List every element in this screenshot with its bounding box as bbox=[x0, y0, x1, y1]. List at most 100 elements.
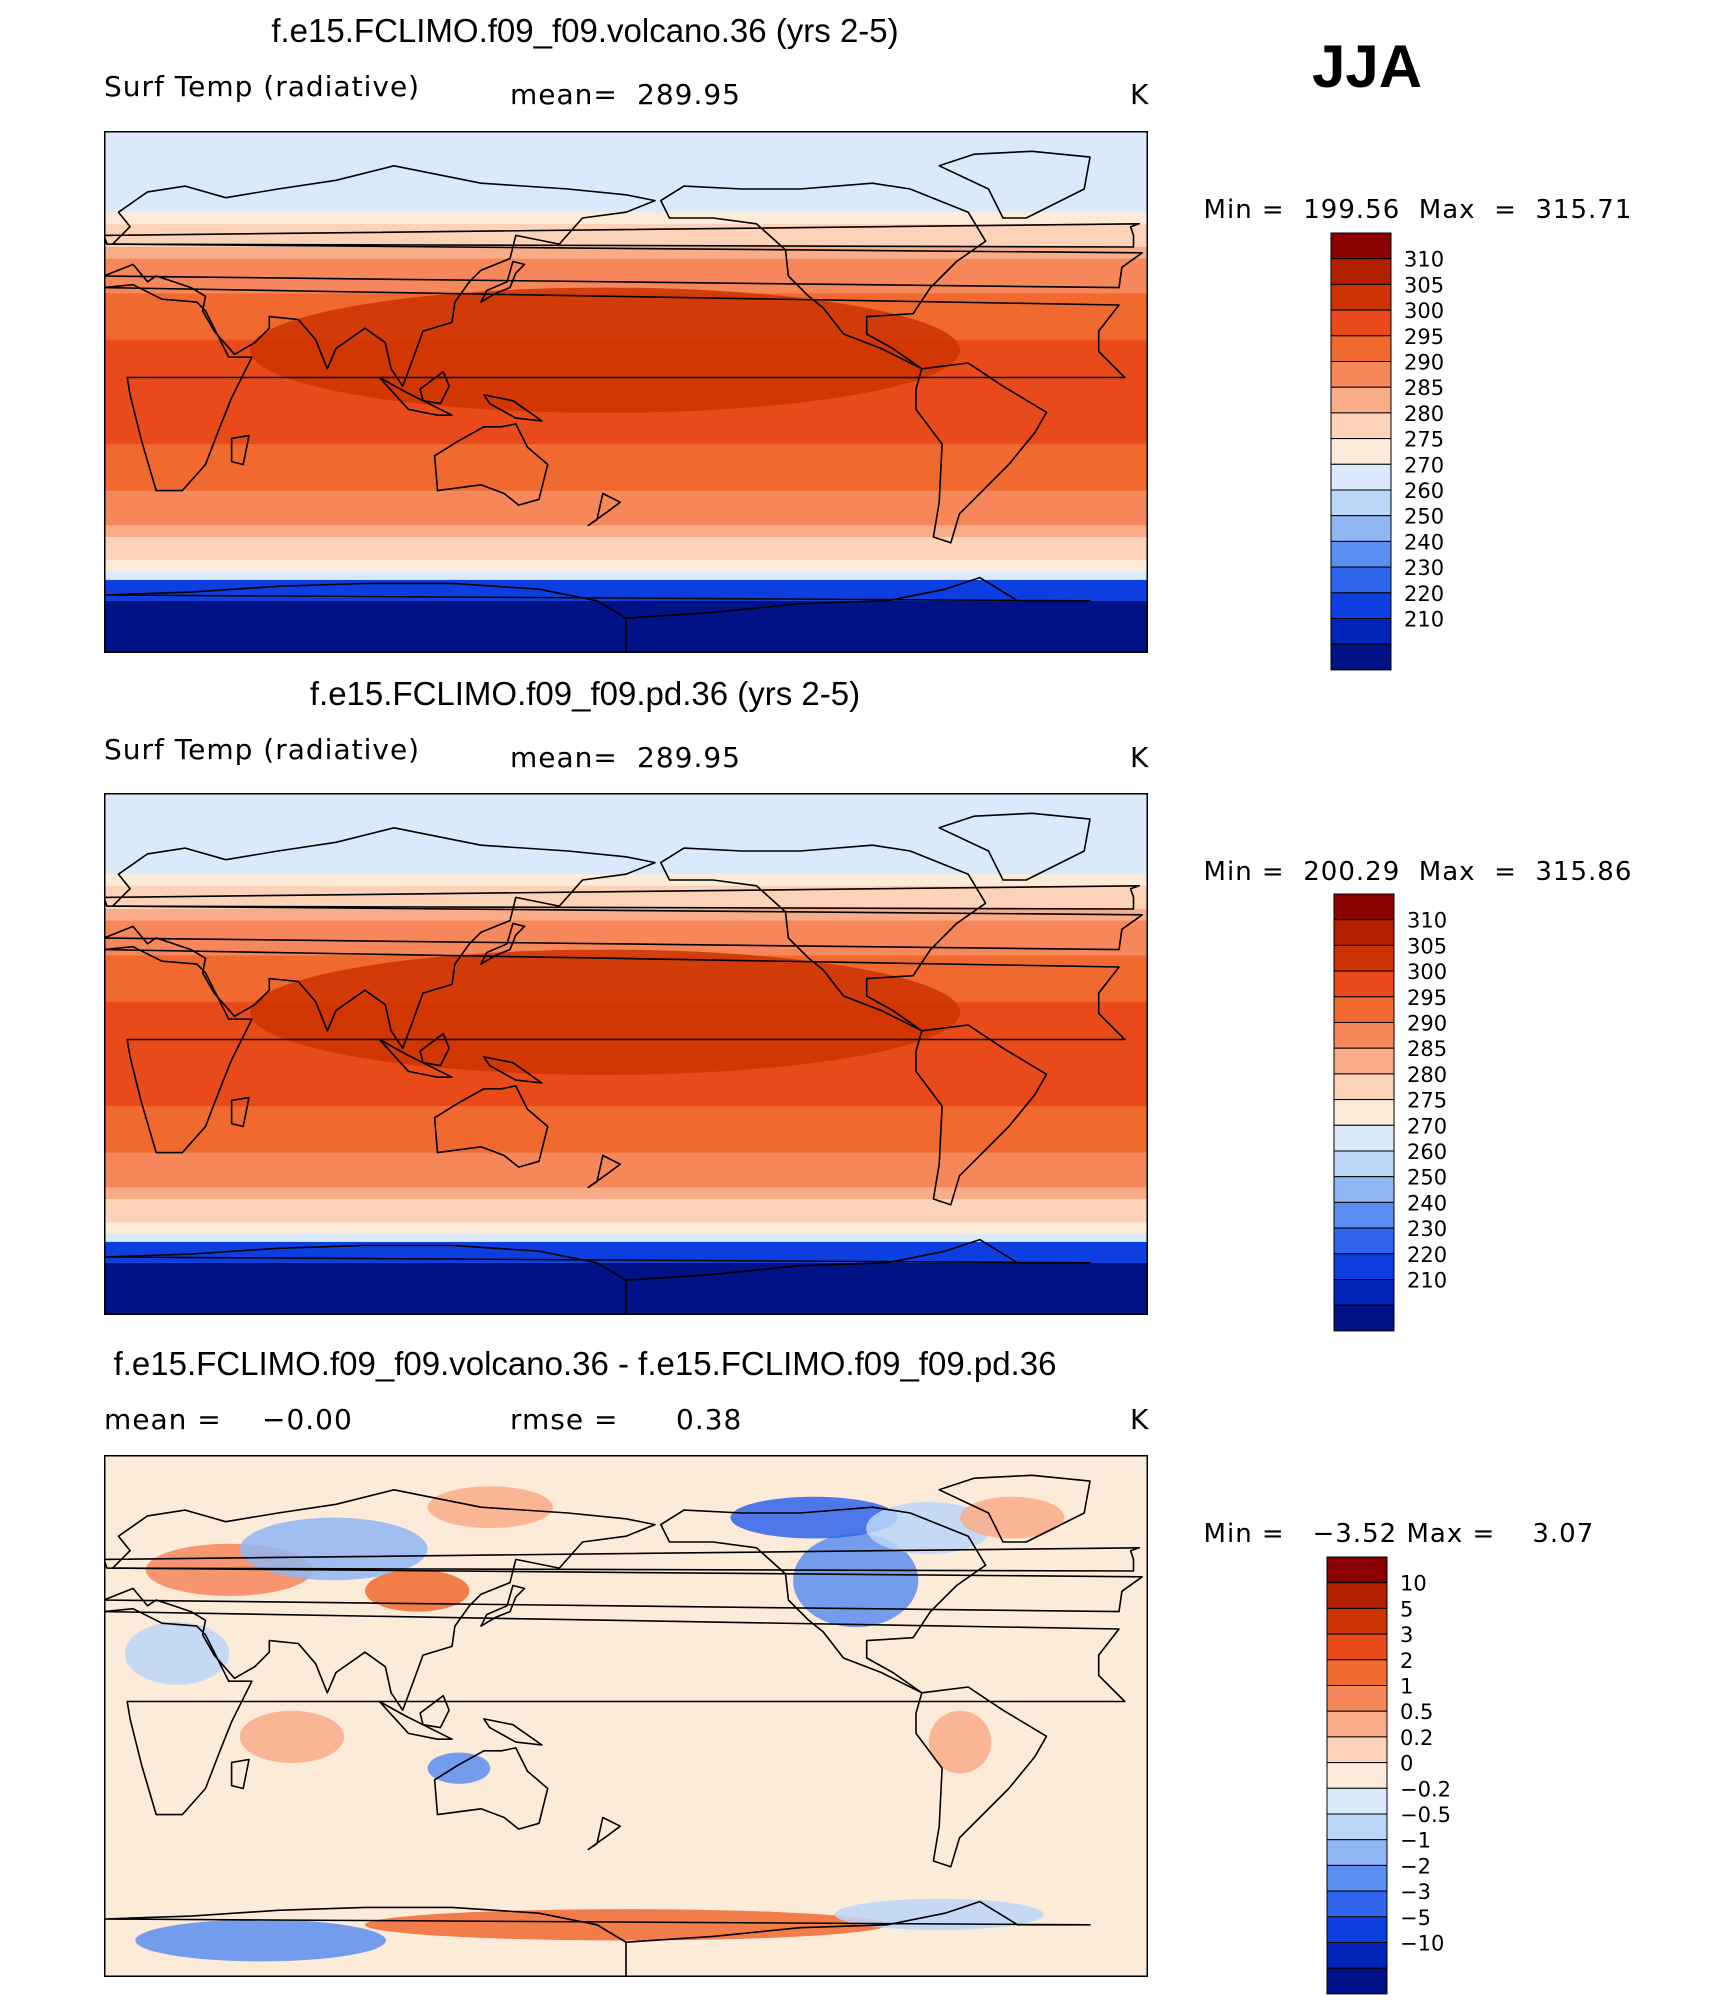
colorbar-swatch bbox=[1330, 361, 1392, 388]
panel-2-title: f.e15.FCLIMO.f09_f09.pd.36 (yrs 2-5) bbox=[309, 675, 861, 712]
colorbar-tick-label: 280 bbox=[1407, 1063, 1447, 1087]
season-label: JJA bbox=[1312, 33, 1423, 100]
temperature-band bbox=[104, 502, 1148, 515]
colorbar-tick-label: 305 bbox=[1404, 273, 1444, 297]
coastline-northamerica bbox=[660, 844, 987, 1032]
colorbar-swatch bbox=[1330, 232, 1392, 260]
panel-2-colorbar: 310 305 300 295 290 285 280 275 270 260 250 240 230 2… bbox=[1333, 893, 1493, 1339]
coastline-northamerica bbox=[660, 182, 987, 370]
difference-anomaly-region bbox=[124, 1622, 230, 1685]
coastline-antarctica bbox=[104, 576, 1091, 653]
temperature-band bbox=[104, 1164, 1148, 1177]
colorbar-swatch bbox=[1326, 1685, 1388, 1712]
temperature-band bbox=[104, 874, 1148, 887]
temperature-band bbox=[104, 560, 1148, 573]
colorbar-tick-label: 0.5 bbox=[1400, 1700, 1433, 1724]
colorbar-tick-label: 0.2 bbox=[1400, 1726, 1433, 1750]
map-frame bbox=[104, 793, 1148, 1315]
panel-3-colorbar: 10 5 3 2 1 0.5 0.2 0 −0.2 −0.5 −1 −2 −3 −5 −10 bbox=[1326, 1556, 1486, 2002]
colorbar-swatch bbox=[1330, 463, 1392, 491]
colorbar-tick-label: 210 bbox=[1407, 1269, 1447, 1293]
colorbar-swatch bbox=[1333, 1047, 1395, 1075]
colorbar-swatch bbox=[1326, 1787, 1388, 1815]
colorbar-swatch bbox=[1326, 1762, 1388, 1789]
colorbar-tick-label: 285 bbox=[1404, 376, 1444, 400]
colorbar-swatch bbox=[1326, 1864, 1388, 1892]
coastline-madagascar bbox=[230, 1758, 250, 1790]
panel-1-min-value: 199.56 bbox=[1303, 195, 1401, 225]
temperature-band bbox=[104, 1106, 1148, 1119]
coastline-indonesia bbox=[378, 1700, 453, 1740]
coastline-greenland bbox=[938, 812, 1091, 881]
warm-pool-region bbox=[250, 287, 961, 413]
colorbar-swatch bbox=[1330, 566, 1392, 594]
panel-2-unit: K bbox=[1130, 741, 1150, 774]
panel-2-minmax: Min = 200.29 Max = 315.86 bbox=[1203, 857, 1633, 887]
temperature-band bbox=[104, 490, 1148, 504]
panel-1-minmax: Min = 199.56 Max = 315.71 bbox=[1203, 195, 1633, 225]
coastline-africa bbox=[104, 283, 1126, 492]
coastline-indonesia bbox=[378, 376, 453, 416]
colorbar-tick-label: 210 bbox=[1404, 608, 1444, 632]
coastline-australia bbox=[433, 1085, 549, 1168]
coastline-australia bbox=[433, 1747, 549, 1830]
colorbar-tick-label: 250 bbox=[1404, 505, 1444, 529]
temperature-band bbox=[104, 816, 1148, 829]
colorbar-swatch bbox=[1333, 1176, 1395, 1203]
coastline-newguinea bbox=[483, 1718, 543, 1746]
panel-3-unit: K bbox=[1130, 1403, 1150, 1436]
colorbar-swatch bbox=[1326, 1839, 1388, 1866]
panel-1-max-label: Max bbox=[1418, 195, 1476, 225]
temperature-band bbox=[104, 444, 1148, 457]
colorbar-tick-label: 300 bbox=[1407, 960, 1447, 984]
panel-1-unit: K bbox=[1130, 78, 1150, 111]
panel-3-minmax: Min = −3.52 Max = 3.07 bbox=[1203, 1519, 1595, 1549]
colorbar-tick-label: −0.2 bbox=[1400, 1777, 1451, 1801]
temperature-band bbox=[104, 409, 1148, 422]
coastline-indonesia bbox=[378, 1038, 453, 1078]
colorbar-swatch bbox=[1330, 283, 1392, 311]
temperature-band bbox=[104, 827, 1148, 841]
temperature-band bbox=[104, 1141, 1148, 1154]
colorbar-tick-label: −2 bbox=[1400, 1854, 1431, 1878]
colorbar-swatch bbox=[1326, 1659, 1388, 1687]
colorbar-swatch bbox=[1326, 1710, 1388, 1738]
difference-anomaly-region bbox=[427, 1752, 491, 1784]
antarctic-cold-region bbox=[104, 1241, 1148, 1263]
coastline-japan bbox=[480, 260, 526, 303]
map-frame bbox=[104, 1455, 1148, 1977]
panel-3-mean-label: mean = bbox=[104, 1403, 222, 1436]
coastline-borneo bbox=[419, 1694, 450, 1729]
difference-anomaly-region bbox=[866, 1501, 992, 1555]
colorbar-swatch bbox=[1333, 996, 1395, 1024]
panel-2-map bbox=[104, 793, 1148, 1315]
colorbar-swatch bbox=[1326, 1736, 1388, 1764]
colorbar-swatch bbox=[1330, 258, 1392, 285]
colorbar-tick-label: 270 bbox=[1407, 1114, 1447, 1138]
colorbar-swatch bbox=[1330, 643, 1392, 671]
temperature-band bbox=[104, 1071, 1148, 1084]
colorbar-swatch bbox=[1333, 1253, 1395, 1280]
panel-1-min-label: Min bbox=[1203, 195, 1253, 225]
colorbar-swatch bbox=[1326, 1967, 1388, 1995]
colorbar-swatch bbox=[1326, 1916, 1388, 1943]
temperature-band bbox=[104, 793, 1148, 806]
temperature-band bbox=[104, 270, 1148, 283]
panel-1-max-value: 315.71 bbox=[1535, 195, 1633, 225]
coastline-madagascar bbox=[230, 434, 250, 466]
colorbar-tick-label: 250 bbox=[1407, 1166, 1447, 1190]
coastline-eurasia bbox=[104, 1489, 1143, 1711]
panel-3-max-value: 3.07 bbox=[1532, 1519, 1595, 1549]
temperature-band bbox=[104, 258, 1148, 272]
colorbar-tick-label: 310 bbox=[1407, 909, 1447, 933]
colorbar-tick-label: 230 bbox=[1407, 1217, 1447, 1241]
coastline-borneo bbox=[419, 370, 450, 405]
panel-2-mean-value: 289.95 bbox=[637, 741, 741, 774]
temperature-band bbox=[104, 455, 1148, 469]
colorbar-swatch bbox=[1330, 386, 1392, 414]
temperature-band bbox=[104, 1175, 1148, 1189]
colorbar-swatch bbox=[1330, 515, 1392, 542]
temperature-band bbox=[104, 142, 1148, 156]
temperature-band bbox=[104, 839, 1148, 852]
coastline-eurasia bbox=[104, 165, 1143, 387]
